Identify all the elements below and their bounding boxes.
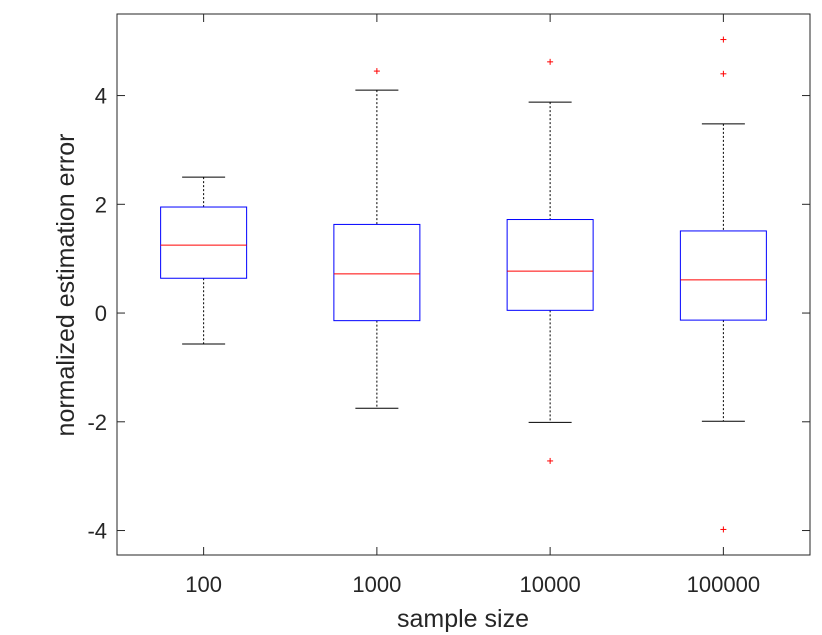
- plot-marks: [160, 36, 767, 533]
- iqr-box: [679, 230, 767, 321]
- iqr-box: [506, 219, 594, 311]
- y-axis-label: normalized estimation error: [52, 134, 80, 437]
- outlier-marker: [720, 526, 727, 533]
- outlier-marker: [547, 58, 554, 65]
- outlier-marker: [547, 457, 554, 464]
- x-tick-label: 1000: [352, 572, 401, 597]
- x-axis-label: sample size: [397, 605, 529, 633]
- outlier-marker: [720, 70, 727, 77]
- iqr-box: [160, 206, 248, 279]
- x-tick-label: 10000: [520, 572, 581, 597]
- x-tick-label: 100: [185, 572, 222, 597]
- plot-frame: [116, 13, 811, 556]
- iqr-box: [333, 223, 421, 322]
- outlier-marker: [373, 68, 380, 75]
- y-tick-label: 2: [95, 192, 107, 217]
- y-tick-label: 0: [95, 301, 107, 326]
- outlier-marker: [720, 36, 727, 43]
- x-tick-label: 100000: [687, 572, 760, 597]
- axis-ticks: -4 -2 0 2 4 100 1000 10000 100000: [87, 14, 810, 597]
- y-tick-label: -4: [87, 519, 107, 544]
- y-tick-label: 4: [95, 84, 107, 109]
- y-tick-label: -2: [87, 410, 107, 435]
